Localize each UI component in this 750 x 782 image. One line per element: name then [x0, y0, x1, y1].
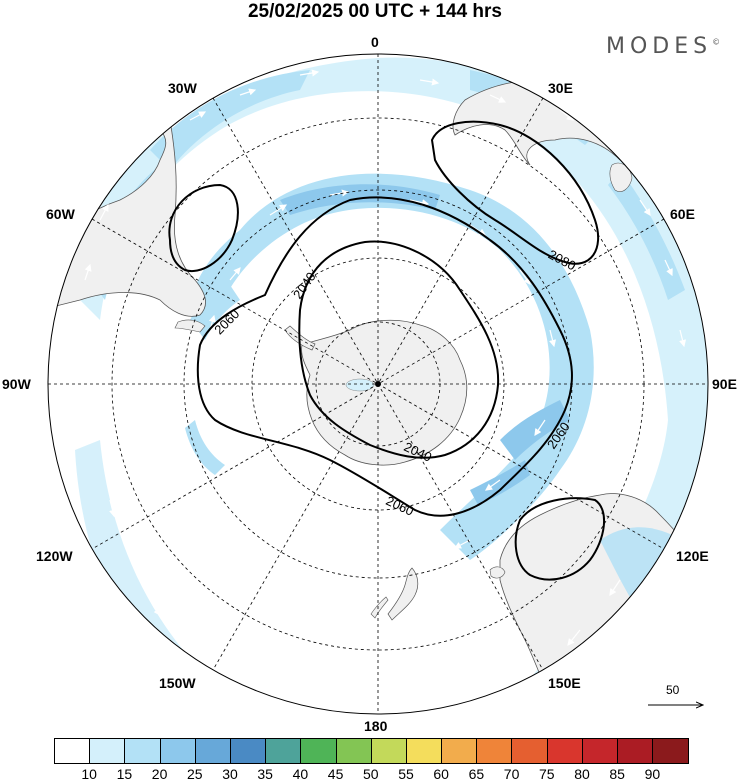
- colorbar-tick-label: 85: [609, 766, 625, 782]
- colorbar-swatch: [618, 739, 654, 763]
- colorbar-swatch: [195, 739, 231, 763]
- lon-label-30e: 30E: [548, 80, 573, 96]
- colorbar-swatch: [266, 739, 302, 763]
- colorbar-swatch: [125, 739, 161, 763]
- australia-landmass: [499, 493, 708, 714]
- colorbar-swatch: [477, 739, 513, 763]
- new-zealand: [387, 567, 419, 621]
- lon-label-120w: 120W: [36, 548, 73, 564]
- colorbar-swatch: [653, 739, 689, 763]
- lon-label-90w: 90W: [2, 376, 31, 392]
- modes-logo: MODES©: [606, 34, 720, 59]
- colorbar-swatch: [301, 739, 337, 763]
- lon-label-180: 180: [364, 718, 388, 734]
- lon-label-0: 0: [371, 34, 379, 50]
- south-america-landmass: [48, 97, 206, 317]
- brand-text: MODES: [606, 34, 713, 59]
- lon-label-30w: 30W: [168, 80, 197, 96]
- lon-label-60w: 60W: [46, 206, 75, 222]
- colorbar-swatch: [160, 739, 196, 763]
- colorbar-tick-label: 70: [503, 766, 520, 782]
- colorbar-swatch: [55, 739, 91, 763]
- contour-2060-australia: [514, 497, 606, 581]
- colorbar-swatch: [90, 739, 126, 763]
- colorbar-swatch: [336, 739, 372, 763]
- colorbar-tick-label: 20: [151, 766, 168, 782]
- colorbar-swatch: [230, 739, 267, 763]
- colorbar-swatch: [547, 739, 583, 763]
- wind-speed-colorbar: [54, 738, 690, 764]
- colorbar-tick-label: 10: [81, 766, 97, 782]
- geopotential-contours: [168, 120, 606, 581]
- colorbar-tick-label: 80: [574, 766, 590, 782]
- map-title: 25/02/2025 00 UTC + 144 hrs: [247, 1, 503, 22]
- colorbar-swatch: [442, 739, 478, 763]
- colorbar-tick-label: 75: [539, 766, 555, 782]
- lon-label-150w: 150W: [159, 675, 196, 691]
- lon-label-90e: 90E: [712, 376, 737, 392]
- colorbar-tick-label: 60: [433, 766, 449, 782]
- new-zealand-south: [370, 596, 389, 619]
- colorbar-tick-label: 40: [292, 766, 309, 782]
- south-pole-marker: [375, 381, 381, 387]
- outer-wind-band: [75, 57, 708, 690]
- colorbar-tick-label: 65: [468, 766, 485, 782]
- lon-label-60e: 60E: [670, 206, 695, 222]
- colorbar-tick-label: 50: [363, 766, 379, 782]
- colorbar-tick-label: 90: [644, 766, 661, 782]
- colorbar-tick-label: 15: [116, 766, 133, 782]
- colorbar-tick-label: 35: [257, 766, 273, 782]
- map-boundary: [47, 53, 709, 715]
- contour-2080-samerica: [168, 183, 239, 273]
- reference-vector-label: 50: [666, 683, 680, 697]
- colorbar-swatch: [406, 739, 443, 763]
- colorbar-tick-label: 30: [222, 766, 238, 782]
- colorbar-swatch: [371, 739, 407, 763]
- brand-mark: ©: [712, 37, 721, 47]
- contour-2080-africa: [430, 120, 600, 265]
- lon-label-150e: 150E: [548, 675, 581, 691]
- lon-label-120e: 120E: [676, 548, 709, 564]
- ice-shelf: [345, 378, 375, 392]
- colorbar-tick-label: 45: [327, 766, 344, 782]
- colorbar-tick-label: 55: [398, 766, 414, 782]
- colorbar-tick-label: 25: [187, 766, 203, 782]
- tasmania: [489, 566, 506, 579]
- tierra-del-fuego: [174, 319, 206, 333]
- colorbar-swatch: [582, 739, 618, 763]
- colorbar-swatch: [512, 739, 548, 763]
- contour-2040: [298, 240, 500, 459]
- contour-2060: [196, 196, 573, 517]
